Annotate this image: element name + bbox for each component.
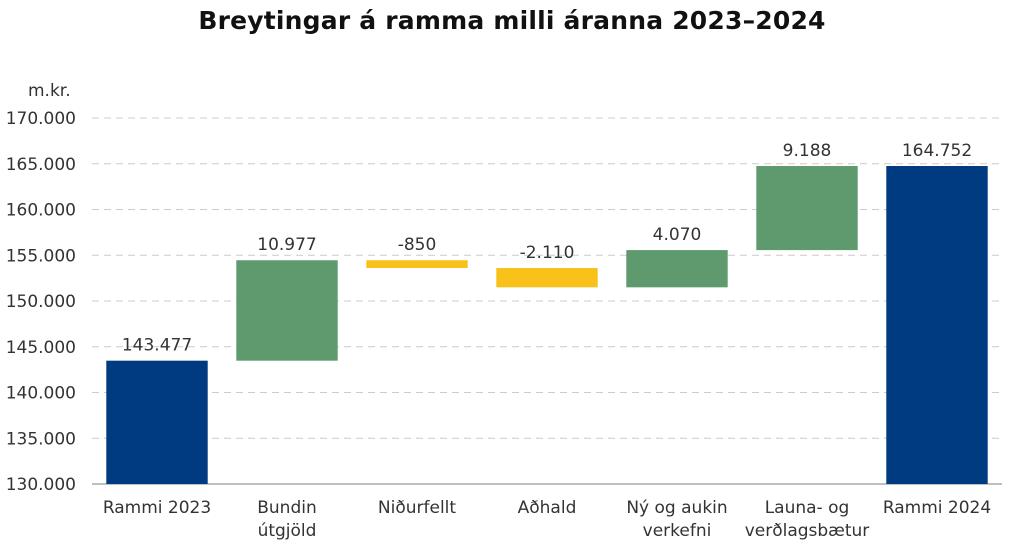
y-tick-label: 155.000 xyxy=(6,246,76,266)
data-label: 10.977 xyxy=(257,235,316,255)
category-label-line: Launa- og xyxy=(765,498,850,518)
category-label: Niðurfellt xyxy=(378,498,456,518)
y-tick-label: 145.000 xyxy=(6,338,76,358)
category-label: Rammi 2023 xyxy=(103,498,211,518)
data-label: -2.110 xyxy=(520,243,575,263)
bar-increase xyxy=(236,260,338,361)
y-tick-label: 170.000 xyxy=(6,109,76,129)
y-tick-label: 150.000 xyxy=(6,292,76,312)
bar-layer xyxy=(106,166,988,484)
category-label: Bundin útgjöld xyxy=(257,498,317,541)
grid-layer xyxy=(92,117,1002,485)
category-label: Aðhald xyxy=(518,498,577,518)
category-label-line: Ný og aukin xyxy=(626,498,727,518)
bar-total xyxy=(106,360,208,484)
y-tick-label: 160.000 xyxy=(6,201,76,221)
data-label: 9.188 xyxy=(783,141,832,161)
y-tick-label: 140.000 xyxy=(6,384,76,404)
category-label-line: útgjöld xyxy=(258,521,317,541)
category-label-line: Aðhald xyxy=(518,498,577,518)
y-axis-unit-label: m.kr. xyxy=(28,81,71,101)
bar-decrease xyxy=(366,260,468,269)
y-tick-label: 135.000 xyxy=(6,429,76,449)
bar-decrease xyxy=(496,268,598,288)
category-label-line: Bundin xyxy=(257,498,317,518)
data-label: 4.070 xyxy=(653,225,702,245)
chart-title: Breytingar á ramma milli áranna 2023–202… xyxy=(198,6,826,35)
category-label-line: Niðurfellt xyxy=(378,498,456,518)
bar-increase xyxy=(756,166,858,251)
label-layer: m.kr. 130.000 135.000 140.000 145.000 150.000… xyxy=(6,81,992,541)
category-label-line: verkefni xyxy=(643,521,712,541)
y-tick-label: 130.000 xyxy=(6,475,76,495)
category-label: Launa- og verðlagsbætur xyxy=(745,498,870,541)
bar-total xyxy=(886,166,988,484)
category-label-line: Rammi 2024 xyxy=(883,498,991,518)
category-label: Rammi 2024 xyxy=(883,498,991,518)
data-label: -850 xyxy=(398,235,437,255)
category-label-line: Rammi 2023 xyxy=(103,498,211,518)
data-label: 164.752 xyxy=(902,141,972,161)
category-label-line: verðlagsbætur xyxy=(745,521,870,541)
bar-increase xyxy=(626,250,728,288)
y-tick-label: 165.000 xyxy=(6,155,76,175)
category-label: Ný og aukin verkefni xyxy=(626,498,727,541)
data-label: 143.477 xyxy=(122,336,192,356)
